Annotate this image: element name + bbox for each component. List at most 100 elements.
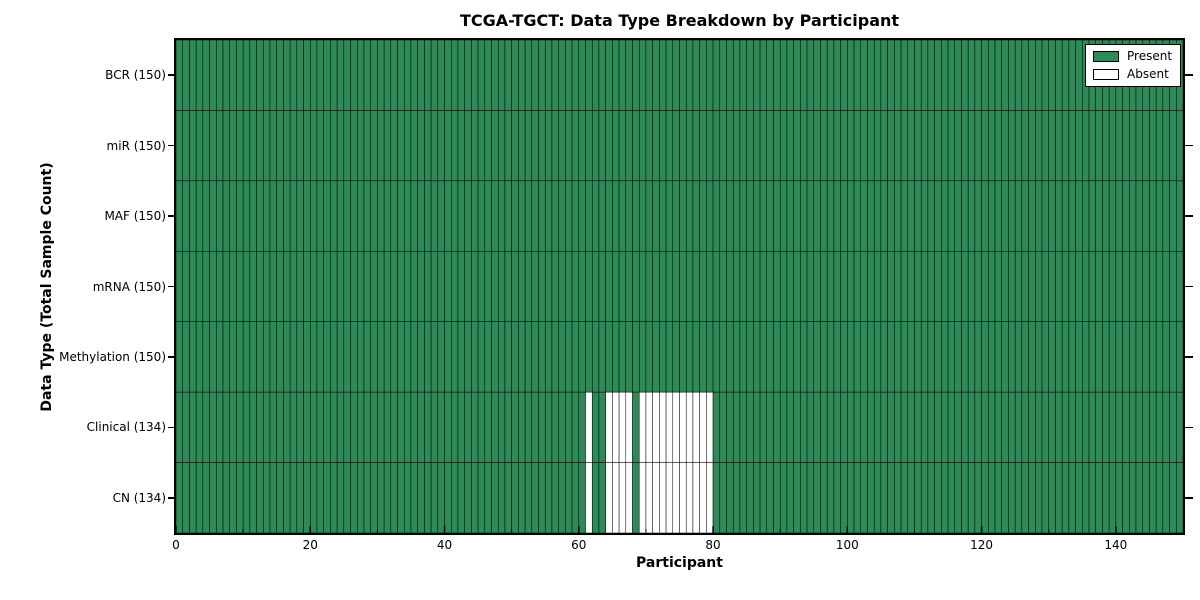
heatmap-cell [813, 40, 821, 111]
heatmap-cell [934, 251, 942, 322]
heatmap-cell [390, 462, 398, 533]
heatmap-cell [920, 180, 929, 252]
heatmap-cell [947, 251, 955, 322]
heatmap-cell [967, 110, 976, 182]
heatmap-cell [685, 321, 694, 393]
heatmap-cell [612, 321, 620, 393]
heatmap-cell [182, 180, 190, 252]
heatmap-cell [605, 251, 613, 322]
heatmap-cell [357, 251, 365, 322]
heatmap-cell [195, 180, 204, 252]
heatmap-cell [1061, 180, 1070, 252]
heatmap-cell [176, 180, 183, 252]
heatmap-cell [276, 321, 284, 393]
heatmap-cell [383, 462, 392, 533]
heatmap-cell [457, 40, 465, 111]
heatmap-cell [967, 462, 976, 533]
heatmap-cell [873, 321, 882, 393]
heatmap-cell [726, 321, 734, 393]
heatmap-cell [289, 462, 298, 533]
heatmap-cell [182, 40, 190, 111]
heatmap-cell [504, 391, 512, 463]
heatmap-cell [800, 462, 808, 533]
heatmap-cell [518, 40, 526, 111]
heatmap-cell [699, 180, 707, 252]
heatmap-cell [283, 391, 291, 463]
heatmap-cell [256, 40, 264, 111]
heatmap-cell [726, 110, 734, 182]
heatmap-cell [961, 391, 969, 463]
heatmap-cell [659, 251, 667, 322]
heatmap-cell [383, 321, 392, 393]
heatmap-cell [652, 462, 660, 533]
heatmap-cell [1001, 110, 1009, 182]
heatmap-cell [176, 251, 183, 322]
heatmap-cell [605, 462, 613, 533]
heatmap-cell [269, 110, 277, 182]
heatmap-cell [981, 40, 989, 111]
heatmap-cell [269, 40, 277, 111]
heatmap-cell [256, 321, 264, 393]
heatmap-cell [1155, 462, 1164, 533]
heatmap-cell [692, 462, 700, 533]
heatmap-cell [739, 180, 747, 252]
heatmap-cell [357, 321, 365, 393]
heatmap-cell [638, 180, 647, 252]
heatmap-cell [397, 391, 405, 463]
heatmap-cell [518, 321, 526, 393]
heatmap-cell [363, 40, 371, 111]
heatmap-cell [672, 40, 680, 111]
heatmap-cell [699, 321, 707, 393]
heatmap-cell [189, 180, 197, 252]
heatmap-cell [692, 110, 700, 182]
heatmap-cell [847, 40, 855, 111]
heatmap-cell [410, 321, 418, 393]
heatmap-cell [256, 462, 264, 533]
heatmap-cell [578, 462, 586, 533]
heatmap-cell [880, 391, 888, 463]
heatmap-cell [189, 40, 197, 111]
heatmap-cell [612, 251, 620, 322]
heatmap-cell [471, 251, 479, 322]
heatmap-cell [477, 40, 486, 111]
heatmap-cell [773, 110, 781, 182]
heatmap-cell [216, 180, 224, 252]
heatmap-cell [813, 391, 821, 463]
heatmap-cell [283, 462, 291, 533]
heatmap-cell [242, 251, 251, 322]
heatmap-cell [357, 180, 365, 252]
heatmap-cell [1061, 110, 1070, 182]
chart-title: TCGA-TGCT: Data Type Breakdown by Partic… [459, 11, 900, 30]
heatmap-cell [1014, 321, 1023, 393]
heatmap-cell [357, 391, 365, 463]
heatmap-cell [766, 110, 774, 182]
heatmap-cell [598, 110, 606, 182]
heatmap-cell [1014, 391, 1023, 463]
heatmap-cell [471, 110, 479, 182]
heatmap-cell [310, 462, 318, 533]
heatmap-cell [1055, 251, 1063, 322]
heatmap-cell [1082, 391, 1090, 463]
heatmap-cell [1095, 251, 1103, 322]
heatmap-cell [779, 391, 788, 463]
heatmap-cell [464, 40, 472, 111]
heatmap-cell [679, 180, 687, 252]
heatmap-cell [941, 462, 949, 533]
heatmap-cell [645, 462, 653, 533]
heatmap-cell [1048, 251, 1056, 322]
heatmap-cell [383, 40, 392, 111]
heatmap-cell [873, 391, 882, 463]
heatmap-cell [249, 251, 257, 322]
heatmap-cell [659, 180, 667, 252]
x-major-tick [309, 526, 312, 533]
heatmap-cell [699, 110, 707, 182]
heatmap-cell [417, 462, 425, 533]
heatmap-cell [1122, 180, 1130, 252]
heatmap-cell [833, 251, 841, 322]
heatmap-cell [336, 180, 345, 252]
heatmap-cell [847, 110, 855, 182]
heatmap-cell [632, 180, 640, 252]
x-tick-label: 120 [970, 538, 994, 552]
heatmap-cell [1014, 110, 1023, 182]
heatmap-cell [1149, 391, 1157, 463]
